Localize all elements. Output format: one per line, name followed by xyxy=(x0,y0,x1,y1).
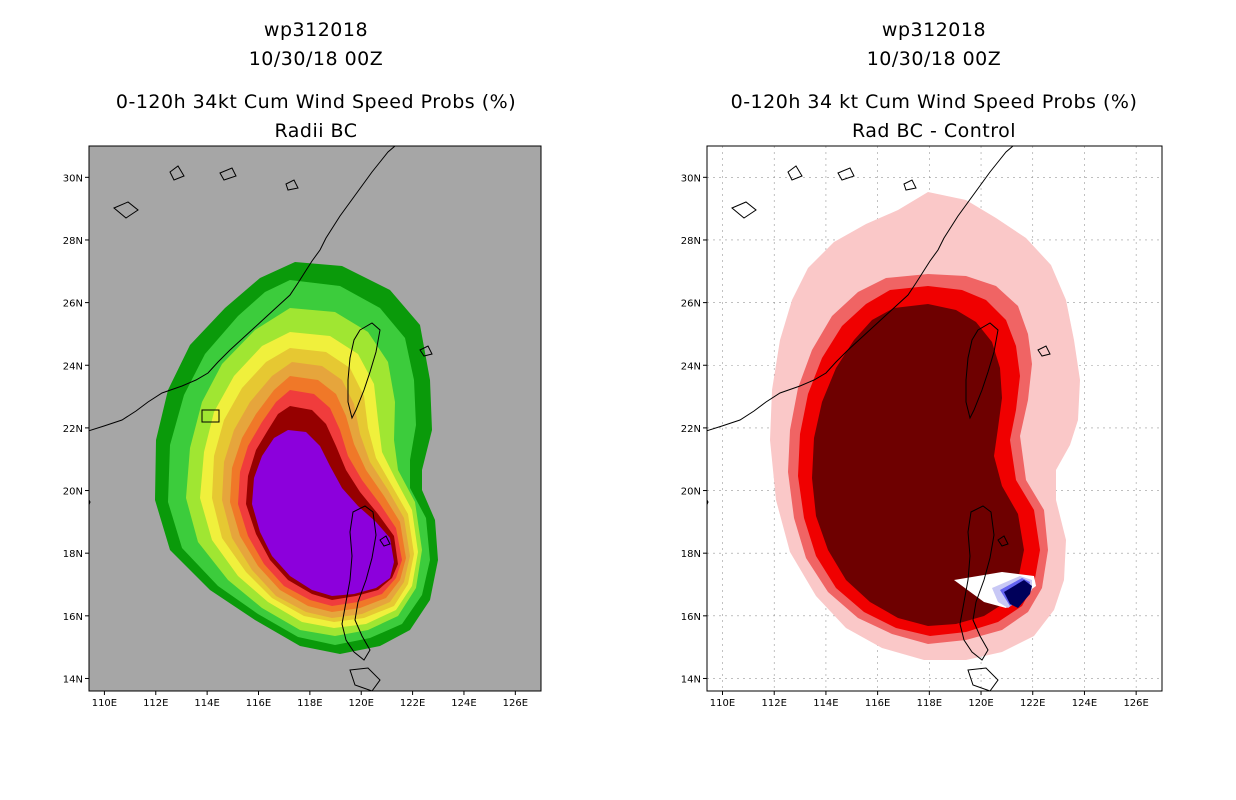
left-subtitle: Radii BC xyxy=(274,120,358,142)
right-lon-label: 114E xyxy=(813,698,838,709)
left-lat-label: 22N xyxy=(63,424,83,435)
left-date: 10/30/18 00Z xyxy=(248,48,384,70)
right-lon-label: 118E xyxy=(917,698,942,709)
left-lon-label: 114E xyxy=(194,698,219,709)
left-lon-label: 120E xyxy=(349,698,374,709)
right-lon-label: 122E xyxy=(1020,698,1045,709)
left-lon-label: 122E xyxy=(400,698,425,709)
left-lon-label: 126E xyxy=(503,698,528,709)
right-lat-label: 24N xyxy=(681,361,701,372)
left-map: 110E 112E 114E 116E 118E 120E 122E 124E 126E 30N 2… xyxy=(63,145,542,709)
right-lat-label: 20N xyxy=(681,487,701,498)
left-lat-label: 28N xyxy=(63,236,83,247)
left-lat-label: 14N xyxy=(63,674,83,685)
right-lon-label: 124E xyxy=(1072,698,1097,709)
left-lon-label: 110E xyxy=(92,698,117,709)
left-title: 0-120h 34kt Cum Wind Speed Probs (%) xyxy=(115,91,517,113)
right-diff-10 xyxy=(812,304,1024,626)
right-subtitle: Rad BC - Control xyxy=(851,120,1017,142)
right-lon-label: 126E xyxy=(1123,698,1148,709)
left-lat-label: 18N xyxy=(63,549,83,560)
left-prob-90 xyxy=(252,430,394,596)
left-lat-label: 16N xyxy=(63,612,83,623)
right-lon-label: 112E xyxy=(762,698,787,709)
right-lat-label: 28N xyxy=(681,236,701,247)
left-lat-label: 20N xyxy=(63,487,83,498)
left-lon-label: 124E xyxy=(451,698,476,709)
left-storm-id: wp312018 xyxy=(263,19,369,41)
right-lat-label: 22N xyxy=(681,424,701,435)
right-lon-label: 120E xyxy=(968,698,993,709)
left-lat-label: 26N xyxy=(63,299,83,310)
right-lat-label: 30N xyxy=(681,173,701,184)
right-lat-label: 26N xyxy=(681,299,701,310)
right-lon-label: 116E xyxy=(865,698,890,709)
left-lon-label: 118E xyxy=(297,698,322,709)
right-lat-label: 16N xyxy=(681,612,701,623)
right-lon-label: 110E xyxy=(710,698,735,709)
right-axes: 110E 112E 114E 116E 118E 120E 122E 124E 126E 30N 2… xyxy=(681,173,1149,709)
left-lat-label: 30N xyxy=(63,173,83,184)
right-storm-id: wp312018 xyxy=(881,19,987,41)
right-title: 0-120h 34 kt Cum Wind Speed Probs (%) xyxy=(730,91,1138,113)
left-axes: 110E 112E 114E 116E 118E 120E 122E 124E 126E 30N 2… xyxy=(63,173,528,709)
left-lon-label: 116E xyxy=(246,698,271,709)
right-map: 110E 112E 114E 116E 118E 120E 122E 124E 126E 30N 2… xyxy=(681,145,1163,709)
left-lat-label: 24N xyxy=(63,361,83,372)
right-lat-label: 18N xyxy=(681,549,701,560)
right-date: 10/30/18 00Z xyxy=(866,48,1002,70)
left-lon-label: 112E xyxy=(143,698,168,709)
right-diff-neg-10 xyxy=(1004,580,1032,608)
right-lat-label: 14N xyxy=(681,674,701,685)
